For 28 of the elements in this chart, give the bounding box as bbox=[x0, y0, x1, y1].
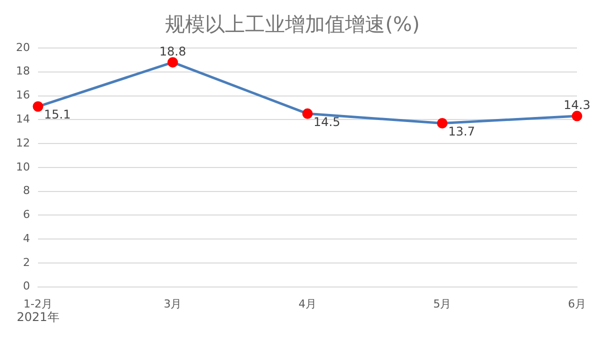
y-tick-label: 12 bbox=[16, 136, 30, 150]
y-tick-label: 14 bbox=[16, 112, 30, 126]
point bbox=[302, 108, 313, 119]
data-label: 15.1 bbox=[44, 108, 71, 122]
y-tick-label: 20 bbox=[16, 40, 30, 54]
y-tick-label: 10 bbox=[16, 160, 30, 174]
point bbox=[32, 101, 44, 112]
y-tick-label: 6 bbox=[22, 208, 30, 222]
y-tick-label: 2 bbox=[22, 256, 30, 269]
text: 2021年 bbox=[16, 310, 60, 324]
point bbox=[168, 57, 178, 68]
x-tick-label: 3月 bbox=[164, 297, 182, 310]
x-tick-label: 1-2月 bbox=[24, 297, 52, 310]
data-label: 14.5 bbox=[314, 114, 340, 129]
y-tick-label: 4 bbox=[22, 232, 30, 245]
y-tick-label: 16 bbox=[16, 88, 30, 102]
x-tick-label: 4月 bbox=[298, 297, 316, 310]
y-tick-label: 8 bbox=[22, 184, 30, 198]
data-label: 13.7 bbox=[448, 124, 475, 138]
point bbox=[572, 110, 582, 122]
y-tick-label: 0 bbox=[22, 280, 30, 293]
y-tick-label: 18 bbox=[16, 64, 30, 78]
chart-title: 规模以上工业增加值增速(%) bbox=[165, 12, 420, 36]
x-tick-label: 6月 bbox=[568, 297, 586, 310]
data-label: 18.8 bbox=[159, 44, 186, 58]
x-tick-label: 5月 bbox=[433, 297, 452, 310]
point bbox=[437, 118, 448, 128]
data-label: 14.3 bbox=[564, 98, 590, 112]
